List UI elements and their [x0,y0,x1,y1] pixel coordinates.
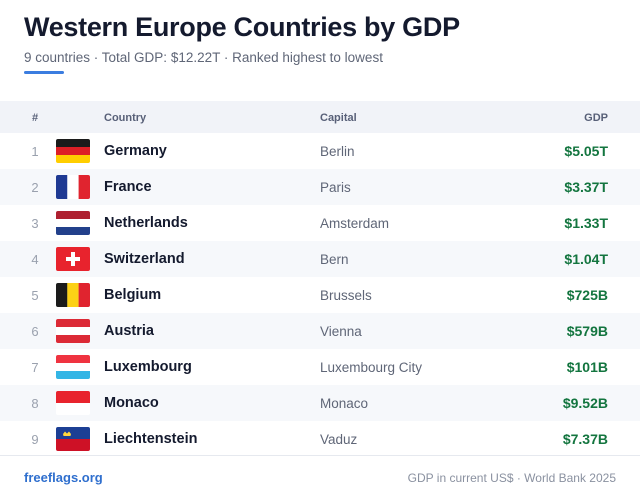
table-header: # Country Capital GDP [0,101,640,133]
gdp-cell: $1.33T [564,215,608,231]
country-cell: Belgium [104,287,162,303]
rank-cell: 8 [31,396,39,411]
column-header-gdp: GDP [584,112,608,124]
country-cell: Luxembourg [104,359,192,375]
rank-cell: 7 [31,360,39,375]
monaco-flag-icon [56,391,90,415]
rank-cell: 1 [31,144,39,159]
liechtenstein-flag-icon [56,427,90,451]
table-row: 1 Germany Berlin $5.05T [0,133,640,169]
column-header-rank: # [31,112,39,124]
source-link[interactable]: freeflags.org [24,470,103,485]
france-flag-icon [56,175,90,199]
footer-divider [0,455,640,456]
rank-cell: 3 [31,216,39,231]
gdp-cell: $725B [566,287,608,303]
table-row: 2 France Paris $3.37T [0,169,640,205]
capital-cell: Vaduz [320,432,358,447]
table-row: 5 Belgium Brussels $725B [0,277,640,313]
gdp-cell: $1.04T [564,251,608,267]
austria-flag-icon [56,319,90,343]
capital-cell: Vienna [320,324,362,339]
gdp-cell: $7.37B [562,431,608,447]
capital-cell: Amsterdam [320,216,390,231]
title-accent-bar [24,71,64,74]
table-row: 6 Austria Vienna $579B [0,313,640,349]
gdp-cell: $3.37T [564,179,608,195]
belgium-flag-icon [56,283,90,307]
gdp-cell: $579B [566,323,608,339]
table-row: 7 Luxembourg Luxembourg City $101B [0,349,640,385]
table-row: 9 Liechtenstein Vaduz $7.37B [0,421,640,457]
capital-cell: Monaco [320,396,369,411]
column-header-capital: Capital [320,112,357,124]
footer-note: GDP in current US$ · World Bank 2025 [407,471,616,485]
column-header-country: Country [104,112,147,124]
country-cell: France [104,179,152,195]
table-row: 4 Switzerland Bern $1.04T [0,241,640,277]
capital-cell: Brussels [320,288,372,303]
switzerland-flag-icon [56,247,90,271]
table-row: 3 Netherlands Amsterdam $1.33T [0,205,640,241]
rank-cell: 2 [31,180,39,195]
country-cell: Switzerland [104,251,185,267]
country-cell: Liechtenstein [104,431,198,447]
country-cell: Germany [104,143,167,159]
page-title: Western Europe Countries by GDP [24,12,460,42]
luxembourg-flag-icon [56,355,90,379]
capital-cell: Paris [320,180,351,195]
gdp-table: # Country Capital GDP 1 Germany Berlin $… [0,101,640,457]
gdp-cell: $9.52B [562,395,608,411]
capital-cell: Berlin [320,144,355,159]
rank-cell: 5 [31,288,39,303]
country-cell: Netherlands [104,215,188,231]
country-cell: Monaco [104,395,159,411]
rank-cell: 4 [31,252,39,267]
table-row: 8 Monaco Monaco $9.52B [0,385,640,421]
capital-cell: Luxembourg City [320,360,423,375]
capital-cell: Bern [320,252,349,267]
country-cell: Austria [104,323,154,339]
netherlands-flag-icon [56,211,90,235]
rank-cell: 6 [31,324,39,339]
gdp-cell: $101B [566,359,608,375]
rank-cell: 9 [31,432,39,447]
gdp-cell: $5.05T [564,143,608,159]
page-subtitle: 9 countries · Total GDP: $12.22T · Ranke… [24,50,383,65]
germany-flag-icon [56,139,90,163]
